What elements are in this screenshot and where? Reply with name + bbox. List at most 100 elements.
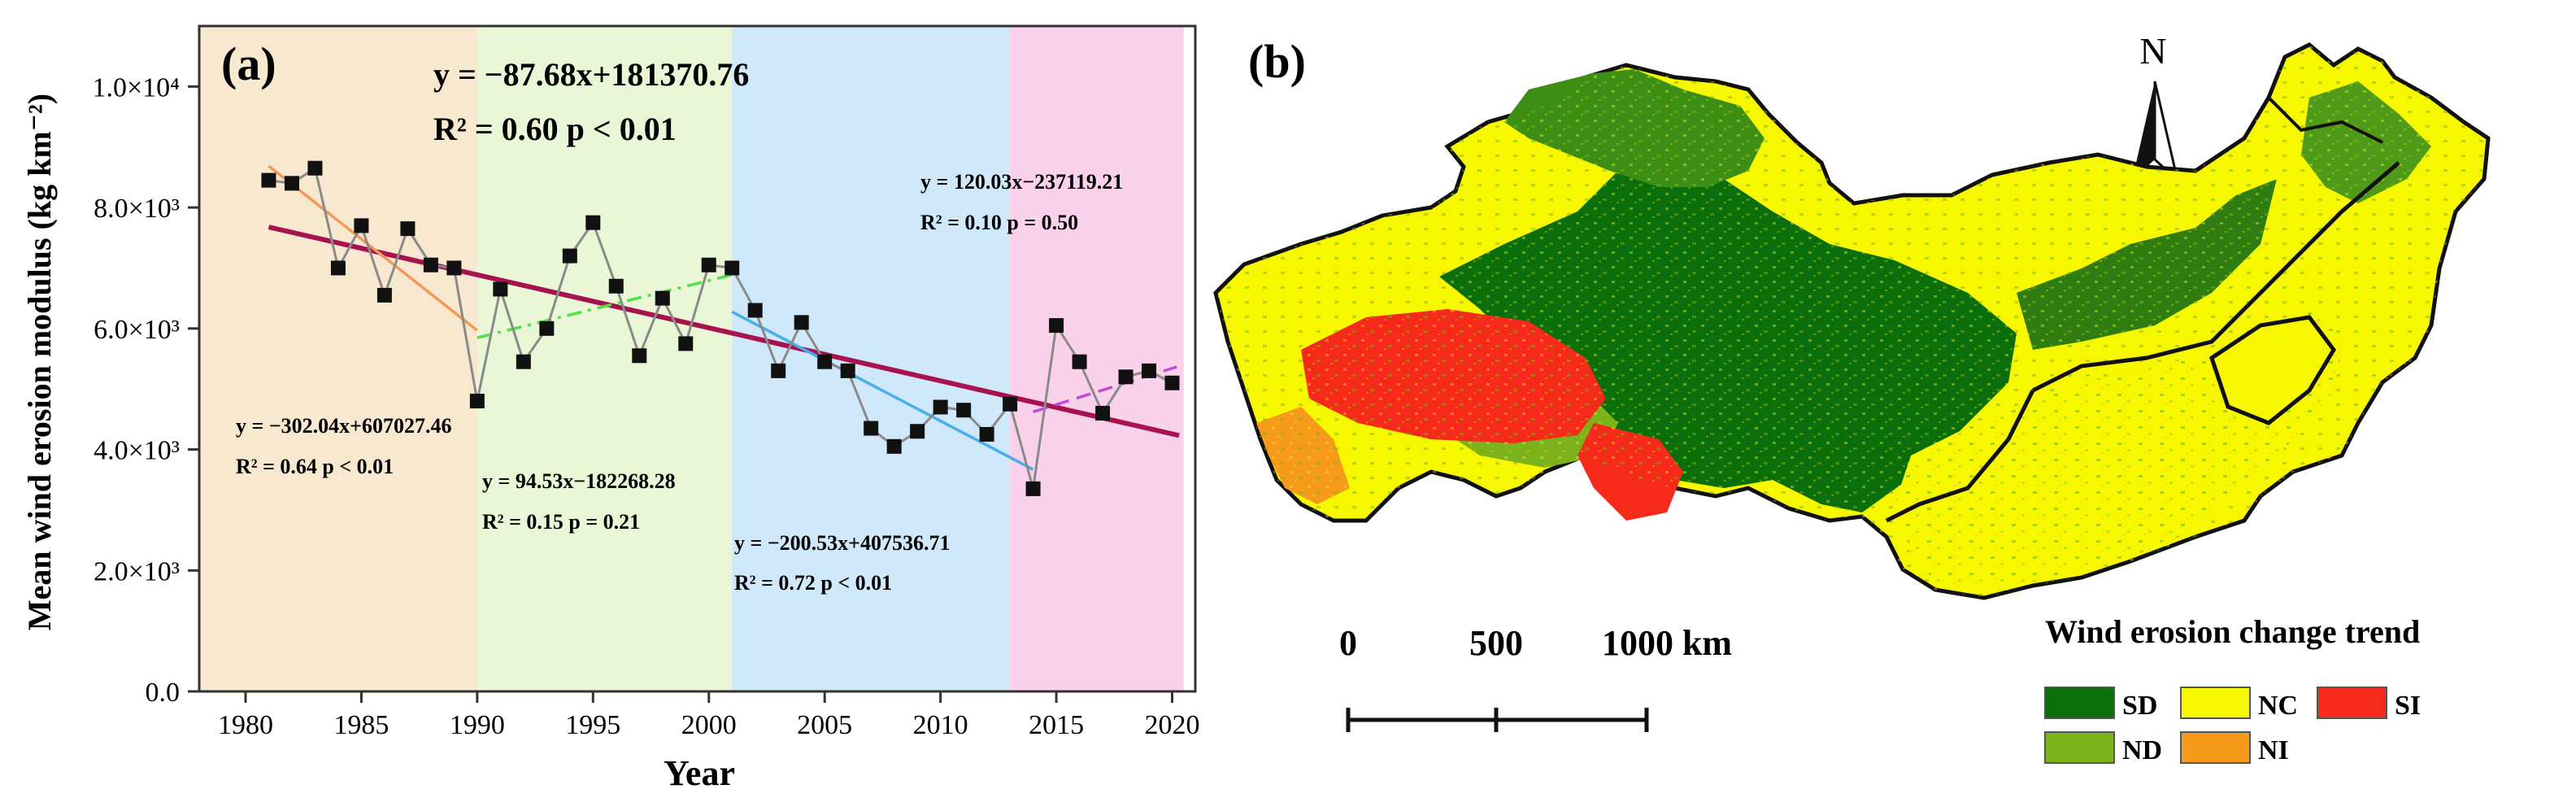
axis-ticks (188, 85, 1174, 703)
data-point-2014 (1025, 481, 1041, 496)
panel-label-b: (b) (1248, 35, 1306, 88)
data-point-1994 (562, 248, 577, 264)
data-point-2002 (747, 303, 763, 318)
data-point-2001 (724, 260, 740, 276)
trend-line-1981-1990 (268, 164, 478, 332)
x-axis-title: Year (664, 753, 735, 793)
data-point-2012 (979, 426, 994, 442)
data-point-2009 (910, 424, 925, 439)
period-band-0 (199, 26, 477, 691)
data-point-2016 (1072, 354, 1087, 369)
trend-1990-2001-equation: y = 94.53x−182268.28 (482, 469, 676, 493)
trend-line-2001-2014 (731, 310, 1034, 471)
legend-label-si: SI (2395, 691, 2421, 721)
map-legend: Wind erosion change trend SD NC SI ND NI (2044, 613, 2421, 765)
north-label: N (2139, 30, 2166, 72)
legend-swatch-nc (2180, 687, 2251, 719)
data-point-1991 (493, 281, 508, 297)
data-series (261, 160, 1180, 496)
y-tick-label-6000: 6.0×10³ (94, 315, 180, 345)
x-tick-label-1980: 1980 (218, 710, 273, 740)
data-point-2000 (701, 257, 716, 273)
overall-trend-r2: R² = 0.60 p < 0.01 (433, 111, 677, 147)
scale-bar: 0 500 1000 km (1339, 623, 1732, 732)
x-tick-label-2020: 2020 (1145, 710, 1200, 740)
trend-1981-1990-r2: R² = 0.64 p < 0.01 (236, 455, 394, 478)
x-tick-label-1990: 1990 (450, 710, 505, 740)
data-point-2007 (864, 421, 879, 436)
data-point-2006 (840, 363, 855, 378)
data-point-2003 (771, 363, 786, 378)
plot-frame (198, 24, 1197, 693)
tick-labels: 1980 1985 1990 1995 2000 2005 2010 2015 2020 0.0 2… (92, 72, 1199, 740)
data-point-1997 (632, 348, 647, 364)
data-point-1998 (655, 290, 670, 306)
legend-swatch-nd (2044, 731, 2115, 764)
legend-swatch-ni (2180, 731, 2251, 764)
data-point-1989 (446, 260, 462, 276)
data-point-1987 (400, 221, 416, 237)
legend-swatch-sd (2044, 687, 2115, 719)
trend-1990-2001-r2: R² = 0.15 p = 0.21 (482, 510, 640, 534)
data-point-2019 (1142, 363, 1157, 378)
data-point-2004 (794, 315, 809, 330)
period-band-2 (732, 26, 1011, 691)
north-arrow: N (2132, 30, 2180, 185)
province-boundary-3 (2267, 96, 2383, 144)
legend-label-nd: ND (2122, 735, 2162, 765)
period-bands (199, 26, 1184, 691)
x-tick-label-2005: 2005 (797, 710, 852, 740)
data-point-2010 (933, 399, 948, 415)
data-point-1992 (516, 354, 531, 369)
scale-label-1000: 1000 km (1602, 623, 1732, 663)
x-tick-label-2010: 2010 (913, 710, 968, 740)
trend-1981-1990-equation: y = −302.04x+607027.46 (236, 414, 451, 438)
trend-2014-2020-r2: R² = 0.10 p = 0.50 (920, 211, 1078, 234)
scale-label-500: 500 (1469, 623, 1523, 663)
province-boundary-2 (1885, 389, 2035, 523)
data-point-1990 (469, 394, 485, 409)
series-line-0 (268, 166, 1173, 490)
scale-label-0: 0 (1339, 623, 1357, 663)
data-point-1993 (539, 320, 555, 336)
trend-line-1990-2001 (476, 273, 733, 339)
data-point-2005 (817, 354, 833, 369)
data-point-1983 (307, 160, 323, 176)
data-point-1988 (423, 257, 438, 273)
data-point-2017 (1095, 405, 1111, 421)
chart-panel-a: 1980 1985 1990 1995 2000 2005 2010 2015 2020 0.0 2… (21, 24, 1200, 793)
data-point-1986 (376, 287, 392, 303)
x-tick-label-2000: 2000 (681, 710, 737, 740)
data-point-2011 (956, 403, 972, 418)
data-point-1981 (261, 172, 276, 188)
data-point-1995 (585, 215, 601, 230)
y-tick-label-0: 0.0 (146, 678, 181, 708)
data-point-2018 (1118, 369, 1134, 385)
period-band-3 (1010, 26, 1184, 691)
data-point-1999 (678, 336, 694, 351)
map-panel-b: (b) N 0 500 (1213, 30, 2491, 765)
data-point-1982 (284, 176, 299, 191)
trend-2001-2014-r2: R² = 0.72 p < 0.01 (734, 571, 892, 595)
data-point-2013 (1003, 396, 1018, 412)
x-tick-label-1985: 1985 (333, 710, 389, 740)
y-tick-label-10000: 1.0×10⁴ (92, 72, 180, 102)
data-point-1996 (608, 278, 624, 294)
data-point-1985 (354, 218, 369, 233)
data-point-2020 (1164, 375, 1180, 390)
legend-label-sd: SD (2122, 691, 2157, 721)
y-tick-label-2000: 2.0×10³ (94, 556, 180, 586)
x-tick-label-1995: 1995 (565, 710, 620, 740)
study-region-map (1213, 42, 2491, 600)
y-axis-title: Mean wind erosion modulus (kg km⁻²) (21, 94, 58, 630)
trend-2001-2014-equation: y = −200.53x+407536.71 (734, 531, 950, 555)
trend-line-overall (268, 225, 1180, 438)
panel-label-a: (a) (221, 37, 276, 90)
north-arrow-left-icon (2132, 81, 2155, 181)
data-point-2015 (1049, 318, 1064, 334)
province-boundary-1 (2031, 161, 2400, 393)
y-tick-label-4000: 4.0×10³ (94, 436, 180, 466)
legend-swatch-si (2317, 687, 2387, 719)
